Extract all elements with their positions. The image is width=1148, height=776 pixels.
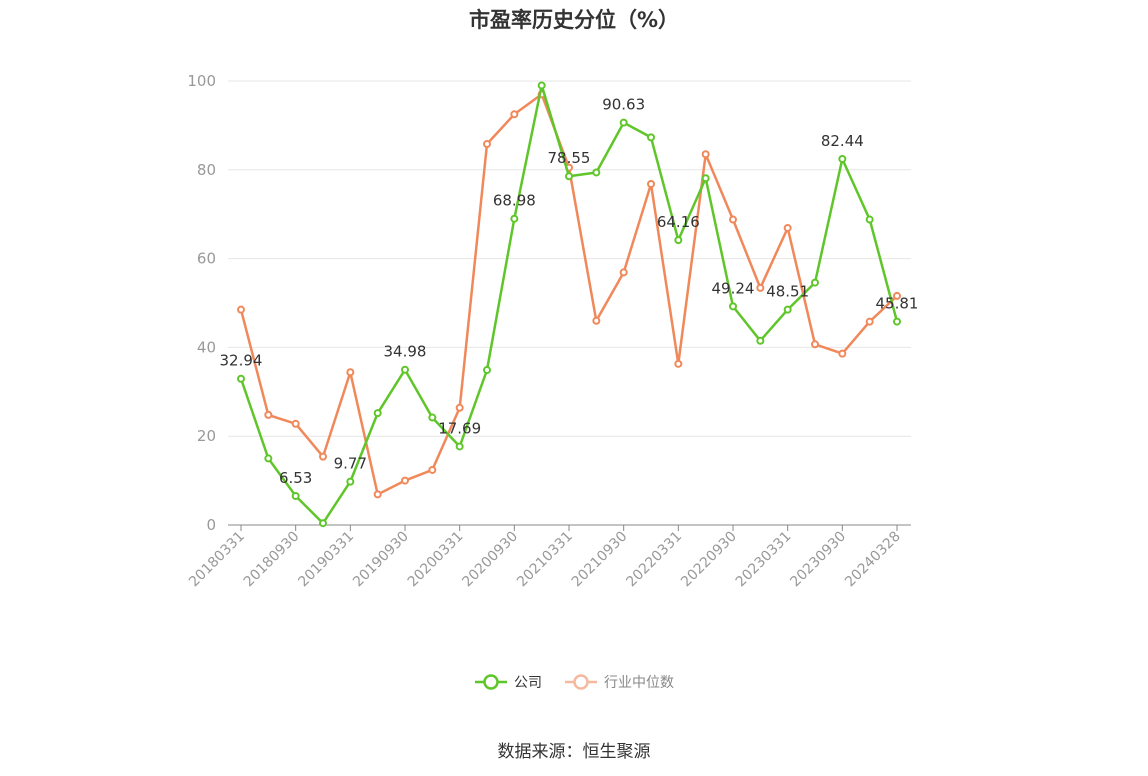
data-point-industry <box>619 268 628 277</box>
y-tick-label: 0 <box>206 516 216 534</box>
data-point-company <box>619 118 628 127</box>
data-point-company <box>319 519 327 528</box>
legend-label-industry: 行业中位数 <box>604 675 674 691</box>
data-point-industry <box>401 476 409 485</box>
y-tick-label: 60 <box>197 250 216 268</box>
legend-label-company: 公司 <box>514 675 542 691</box>
y-tick-label: 20 <box>197 427 216 445</box>
data-point-company <box>401 365 409 374</box>
data-point-company <box>701 174 710 183</box>
data-point-company <box>811 278 819 287</box>
data-point-company <box>346 477 355 486</box>
data-point-company <box>510 214 519 223</box>
data-label: 17.69 <box>438 419 481 437</box>
data-point-industry <box>483 140 491 149</box>
x-tick-label: 20240328 <box>842 529 904 591</box>
data-point-industry <box>674 359 683 368</box>
data-point-company <box>237 374 245 383</box>
data-label: 34.98 <box>384 343 427 361</box>
legend-line-circle-icon <box>565 674 597 690</box>
x-tick-label: 20220930 <box>678 529 740 591</box>
data-label: 32.94 <box>220 352 263 370</box>
data-point-industry <box>701 150 710 159</box>
x-tick-label: 20180331 <box>186 529 248 591</box>
data-point-company <box>537 81 546 90</box>
data-point-company <box>729 302 737 311</box>
data-point-industry <box>319 452 327 461</box>
data-point-industry <box>428 465 437 474</box>
y-tick-label: 80 <box>197 161 216 179</box>
data-point-industry <box>455 403 464 412</box>
data-point-industry <box>783 223 792 232</box>
data-point-industry <box>237 305 245 314</box>
data-point-company <box>865 215 874 224</box>
x-tick-label: 20190930 <box>350 529 412 591</box>
x-tick-label: 20220331 <box>623 529 685 591</box>
data-point-company <box>838 154 847 163</box>
data-point-industry <box>291 419 300 428</box>
x-tick-label: 20230930 <box>787 529 849 591</box>
data-point-company <box>455 442 464 451</box>
data-point-industry <box>647 180 655 189</box>
data-point-industry <box>592 316 601 325</box>
x-tick-label: 20230331 <box>733 529 795 591</box>
data-point-industry <box>756 283 765 292</box>
data-point-company <box>592 168 601 177</box>
data-label: 45.81 <box>876 295 919 313</box>
legend-item-company[interactable]: 公司 <box>474 672 542 692</box>
legend-line-circle-icon <box>475 674 507 690</box>
data-label: 78.55 <box>548 149 591 167</box>
data-point-company <box>428 413 437 422</box>
data-label: 48.51 <box>766 283 809 301</box>
legend: 公司 行业中位数 <box>0 672 1148 692</box>
data-labels: 32.94 6.53 9.77 34.98 17.69 68.98 78.55 90.63 64… <box>220 96 919 487</box>
data-point-company <box>373 409 382 418</box>
data-point-industry <box>865 317 874 326</box>
x-tick-label: 20190331 <box>295 529 357 591</box>
data-label: 90.63 <box>602 96 645 114</box>
data-point-company <box>483 366 491 375</box>
y-tick-label: 40 <box>197 338 216 356</box>
x-tick-label: 20210930 <box>569 529 631 591</box>
data-label: 9.77 <box>334 455 367 473</box>
data-point-company <box>756 336 765 345</box>
data-point-industry <box>373 490 382 499</box>
data-label: 82.44 <box>821 132 864 150</box>
data-point-company <box>647 133 655 142</box>
legend-item-industry[interactable]: 行业中位数 <box>564 672 674 692</box>
y-tick-label: 100 <box>187 72 216 90</box>
data-point-industry <box>811 340 819 349</box>
data-label: 64.16 <box>657 213 700 231</box>
data-point-company <box>291 492 300 501</box>
data-point-company <box>783 305 792 314</box>
data-source: 数据来源：恒生聚源 <box>497 742 651 762</box>
data-label: 68.98 <box>493 192 536 210</box>
data-point-industry <box>346 368 355 377</box>
x-tick-label: 20200331 <box>405 529 467 591</box>
data-point-industry <box>264 410 273 419</box>
data-point-company <box>264 454 273 463</box>
data-point-company <box>893 317 901 326</box>
data-label: 49.24 <box>712 279 755 297</box>
series-lines <box>237 81 901 528</box>
data-point-company <box>565 172 573 181</box>
chart-title: 市盈率历史分位（%） <box>468 8 680 32</box>
data-point-industry <box>510 110 519 119</box>
data-point-industry <box>893 291 901 300</box>
data-point-industry <box>838 349 847 358</box>
data-label: 6.53 <box>279 469 312 487</box>
grid-lines <box>228 80 911 437</box>
x-tick-label: 20200930 <box>459 529 521 591</box>
data-point-industry <box>729 215 737 224</box>
x-tick-label: 20210331 <box>514 529 576 591</box>
x-tick-label: 20180930 <box>241 529 303 591</box>
data-point-company <box>674 236 683 245</box>
